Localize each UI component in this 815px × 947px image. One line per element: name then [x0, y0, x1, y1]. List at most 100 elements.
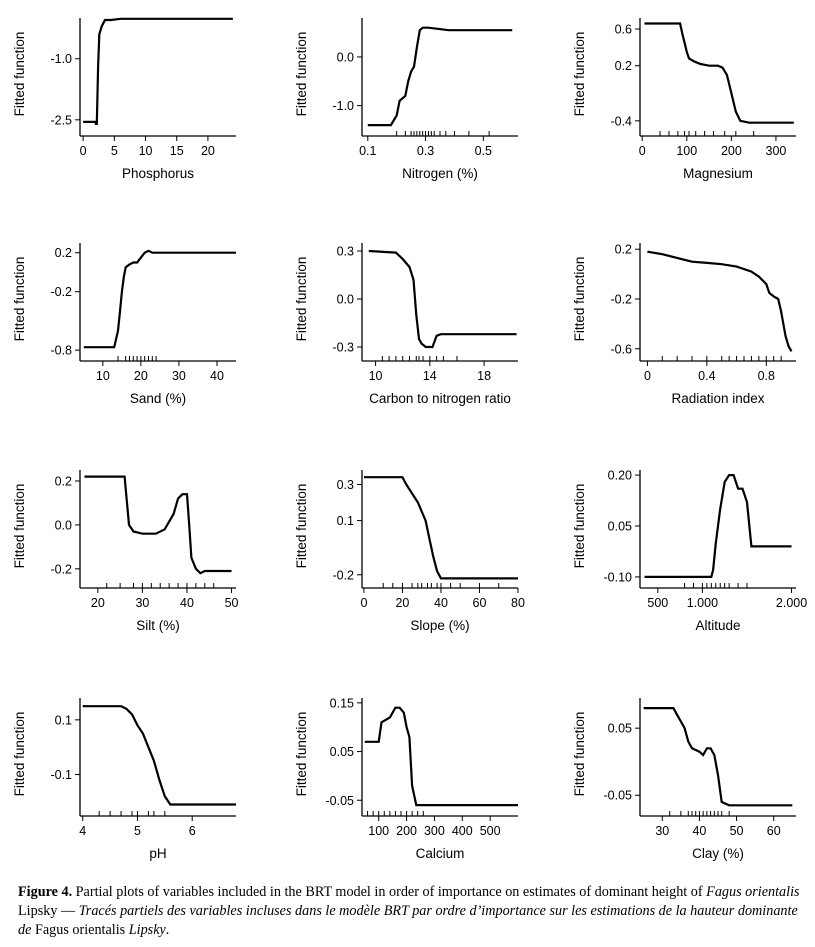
- x-tick-label: 20: [395, 596, 409, 610]
- x-tick-label: 18: [477, 369, 491, 383]
- x-tick-label: 4: [79, 824, 86, 838]
- y-tick-label: -0.2: [332, 568, 354, 582]
- y-tick-label: 0.2: [55, 246, 72, 260]
- x-tick-label: 0.4: [698, 369, 715, 383]
- x-axis-label: Slope (%): [410, 618, 469, 633]
- x-axis-label: Nitrogen (%): [402, 166, 478, 181]
- y-axis-label: Fitted function: [294, 484, 309, 569]
- x-tick-label: 100: [368, 824, 389, 838]
- x-axis-label: Sand (%): [130, 391, 186, 406]
- y-tick-label: 0.05: [608, 722, 632, 736]
- x-tick-label: 400: [452, 824, 473, 838]
- panel-silt: -0.2 0.0 0.2 20 30 40 50 Silt (%) Fitted functio…: [12, 470, 239, 633]
- x-axis-label: Calcium: [416, 846, 465, 861]
- x-tick-label: 500: [647, 596, 668, 610]
- y-axis-label: Fitted function: [572, 257, 587, 342]
- x-tick-label: 30: [135, 596, 149, 610]
- fitted-function-line: [368, 249, 517, 349]
- fitted-function-line: [364, 706, 518, 807]
- y-tick-label: -0.4: [610, 114, 632, 128]
- panel-magnesium: -0.4 0.2 0.6 0 100 200 300 Magnesium Fitted func…: [572, 18, 796, 181]
- caption-end: .: [165, 922, 170, 938]
- x-axis-label: pH: [149, 846, 166, 861]
- y-axis-label: Fitted function: [12, 257, 27, 342]
- x-axis-label: Magnesium: [683, 166, 753, 181]
- caption-species-fr: Fagus orientalis: [34, 922, 126, 938]
- x-tick-label: 50: [730, 824, 744, 838]
- y-axis-label: Fitted function: [572, 32, 587, 117]
- x-tick-label: 60: [767, 824, 781, 838]
- panel-clay: -0.05 0.05 30 40 50 60 Clay (%) Fitted function: [572, 698, 796, 861]
- y-tick-label: -1.0: [50, 52, 72, 66]
- x-tick-label: 200: [721, 144, 742, 158]
- panel-altitude: -0.10 0.05 0.20 500 1.000 2.000 Altitude Fitted…: [572, 469, 807, 633]
- y-tick-label: 0.1: [337, 514, 354, 528]
- x-tick-label: 300: [424, 824, 445, 838]
- panel-cn_ratio: -0.3 0.0 0.3 10 14 18 Carbon to nitrogen ratio…: [294, 243, 518, 406]
- panel-ph: -0.1 0.1 4 5 6 pH Fitted function: [12, 698, 236, 861]
- x-tick-label: 100: [676, 144, 697, 158]
- y-tick-label: -0.10: [604, 570, 633, 584]
- y-axis-label: Fitted function: [12, 32, 27, 117]
- x-tick-label: 0.3: [417, 144, 434, 158]
- x-tick-label: 300: [766, 144, 787, 158]
- fitted-function-line: [363, 476, 518, 580]
- y-tick-label: 0.15: [330, 696, 354, 710]
- x-axis-label: Silt (%): [136, 618, 180, 633]
- x-tick-label: 0: [80, 144, 87, 158]
- x-tick-label: 80: [511, 596, 525, 610]
- y-axis-label: Fitted function: [294, 32, 309, 117]
- y-tick-label: -0.05: [326, 794, 355, 808]
- x-tick-label: 10: [369, 369, 383, 383]
- y-tick-label: 0.0: [337, 50, 354, 64]
- x-tick-label: 60: [473, 596, 487, 610]
- x-tick-label: 15: [170, 144, 184, 158]
- y-tick-label: 0.3: [337, 478, 354, 492]
- y-tick-label: 0.0: [55, 518, 72, 532]
- y-tick-label: 0.1: [55, 713, 72, 727]
- fitted-function-line: [367, 26, 513, 127]
- y-tick-label: -0.8: [50, 344, 72, 358]
- y-tick-label: 0.2: [615, 243, 632, 257]
- y-tick-label: -0.1: [50, 768, 72, 782]
- y-tick-label: -0.2: [50, 285, 72, 299]
- x-tick-label: 0: [644, 369, 651, 383]
- y-axis-label: Fitted function: [12, 484, 27, 569]
- y-tick-label: 0.2: [55, 474, 72, 488]
- caption-species-en: Fagus orientalis: [706, 884, 800, 900]
- x-tick-label: 20: [134, 369, 148, 383]
- caption-author-fr: Lipsky: [125, 922, 166, 938]
- y-axis-label: Fitted function: [294, 712, 309, 797]
- x-tick-label: 0: [639, 144, 646, 158]
- panel-phosphorus: -2.5 -1.0 0 5 10 15 20 Phosphorus Fitted functio…: [12, 17, 236, 181]
- fitted-function-line: [83, 249, 236, 349]
- y-tick-label: -0.6: [610, 342, 632, 356]
- x-tick-label: 40: [180, 596, 194, 610]
- y-tick-label: -1.0: [332, 99, 354, 113]
- x-axis-label: Clay (%): [692, 846, 744, 861]
- caption-author-en: Lipsky —: [18, 903, 79, 919]
- fitted-function-line: [84, 475, 232, 575]
- fitted-function-line: [644, 474, 792, 579]
- y-tick-label: -0.3: [332, 341, 354, 355]
- x-tick-label: 10: [96, 369, 110, 383]
- fitted-function-line: [647, 250, 793, 352]
- panel-slope: -0.2 0.1 0.3 0 20 40 60 80 Slope (%) Fitted funct…: [294, 470, 525, 633]
- x-tick-label: 10: [139, 144, 153, 158]
- x-tick-label: 14: [423, 369, 437, 383]
- x-tick-label: 0: [360, 596, 367, 610]
- x-tick-label: 30: [655, 824, 669, 838]
- y-tick-label: -0.05: [604, 789, 633, 803]
- y-tick-label: 0.0: [337, 293, 354, 307]
- x-axis-label: Carbon to nitrogen ratio: [369, 391, 511, 406]
- x-tick-label: 6: [189, 824, 196, 838]
- y-tick-label: -2.5: [50, 113, 72, 127]
- y-tick-label: 0.20: [608, 469, 632, 483]
- x-tick-label: 20: [91, 596, 105, 610]
- y-axis-label: Fitted function: [572, 484, 587, 569]
- fitted-function-line: [82, 705, 236, 806]
- figure-caption: Figure 4. Partial plots of variables inc…: [18, 883, 808, 940]
- y-axis-label: Fitted function: [294, 257, 309, 342]
- fitted-function-line: [643, 706, 793, 807]
- x-axis-label: Radiation index: [671, 391, 764, 406]
